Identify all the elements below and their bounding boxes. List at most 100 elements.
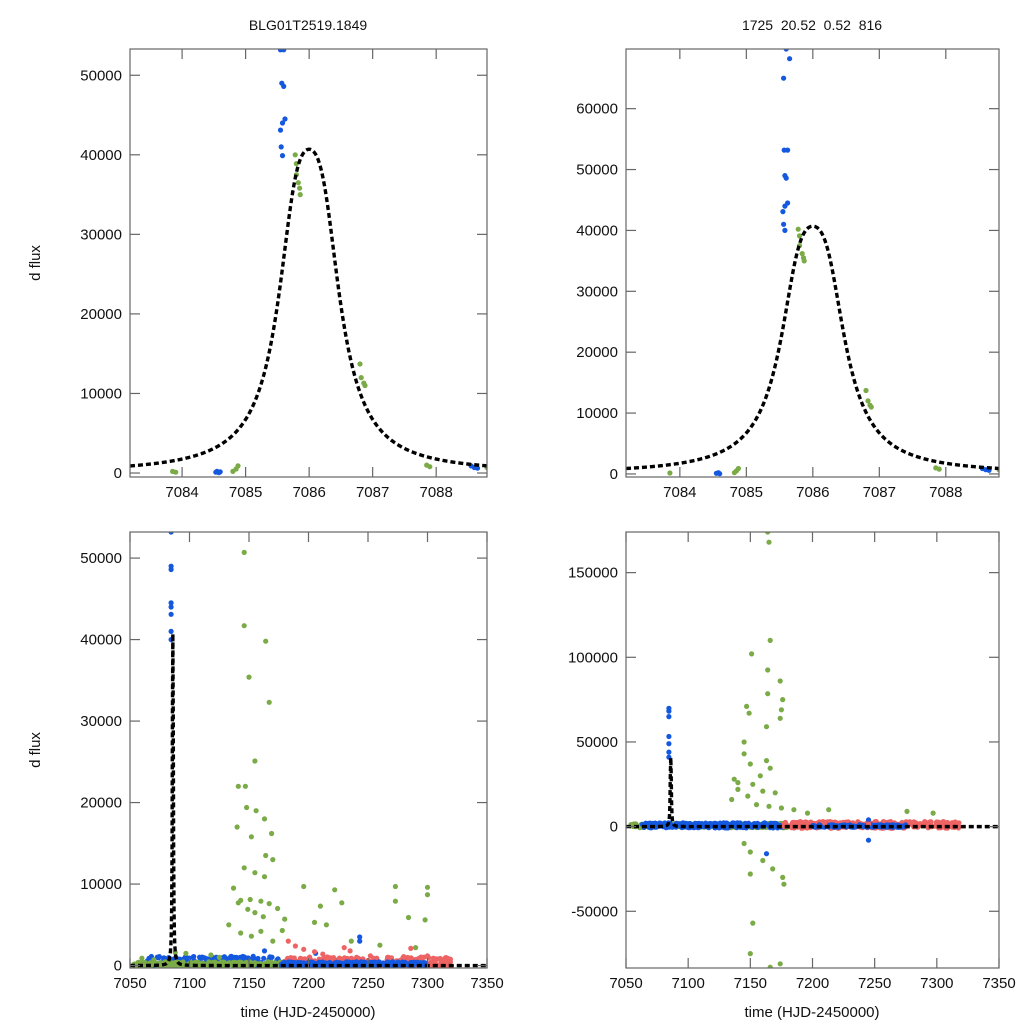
data-point-green (297, 192, 303, 198)
data-point-blue (763, 851, 770, 857)
data-point-green (151, 957, 157, 963)
data-point-blue (666, 714, 672, 720)
data-point-green (167, 960, 173, 966)
x-tick-label: 7300 (920, 975, 953, 992)
x-tick-label: 7100 (173, 975, 206, 992)
data-point-green (261, 874, 268, 880)
data-point-green (741, 751, 747, 757)
x-tick-label: 7300 (411, 975, 444, 992)
data-point-green (216, 954, 222, 961)
y-tick-label: 20000 (576, 344, 618, 361)
y-tick-label: 20000 (80, 795, 122, 812)
data-point-blue (732, 820, 738, 826)
x-tick-label: 7150 (734, 975, 767, 992)
x-axis-label: time (HJD-2450000) (240, 1004, 375, 1021)
panel-bottom-right: time (HJD-2450000) 7050 7100 7150 7200 7250 7… (568, 531, 1016, 1021)
data-point-blue (666, 741, 672, 747)
data-point-blue (282, 116, 288, 122)
data-point-green (234, 824, 240, 830)
data-point-green (279, 927, 285, 934)
y-tick-label: 30000 (80, 713, 122, 730)
data-point-green (311, 919, 318, 926)
data-point-red (928, 819, 934, 825)
data-point-green (241, 549, 247, 556)
data-point-blue (168, 628, 174, 635)
data-point-green (757, 773, 763, 779)
x-tick-label: 7086 (796, 484, 829, 501)
data-point-blue (740, 824, 746, 831)
data-point-green (767, 765, 773, 771)
x-tick-label: 7087 (356, 484, 389, 501)
data-point-blue (251, 956, 257, 962)
data-point-green (413, 945, 419, 951)
data-point-green (936, 466, 942, 472)
data-point-blue (768, 820, 774, 826)
data-point-blue (787, 56, 793, 62)
data-point-red (408, 945, 414, 952)
plot-area (130, 532, 487, 968)
y-tick-label: 40000 (80, 147, 122, 164)
data-point-green (799, 251, 805, 257)
panel-title: 1725 20.52 0.52 816 (742, 17, 882, 33)
data-point-green (904, 808, 910, 815)
data-point-blue (666, 733, 672, 740)
data-point-blue (402, 959, 408, 965)
x-tick-label: 7085 (730, 484, 763, 501)
data-point-red (301, 946, 307, 952)
model-curve (130, 147, 487, 468)
data-point-green (253, 808, 259, 814)
y-tick-label: 40000 (576, 222, 618, 239)
x-tick-label: 7250 (858, 975, 891, 992)
x-tick-label: 7085 (229, 484, 262, 501)
x-tick-label: 7350 (982, 975, 1015, 992)
data-point-blue (291, 959, 298, 966)
plot-frame (625, 48, 1000, 478)
data-point-green (270, 857, 276, 863)
data-point-green (247, 896, 253, 903)
data-point-blue (737, 820, 743, 826)
data-point-green (804, 810, 811, 816)
data-point-red (442, 955, 448, 961)
data-point-green (258, 898, 264, 904)
data-point-green (801, 258, 807, 264)
data-point-blue (781, 221, 787, 227)
plot-frame (129, 48, 488, 478)
data-point-green (930, 810, 936, 816)
data-point-blue (772, 820, 778, 826)
data-point-red (910, 820, 916, 826)
data-point-green (292, 152, 298, 158)
data-point-blue (666, 708, 672, 714)
data-point-green (741, 840, 747, 847)
x-tick-label: 7350 (470, 975, 503, 992)
y-tick-label: 10000 (80, 385, 122, 402)
data-point-green (241, 623, 247, 629)
data-point-green (258, 928, 264, 934)
data-point-green (392, 898, 398, 904)
x-tick-label: 7086 (292, 484, 325, 501)
data-point-green (362, 382, 368, 389)
y-axis-label: d flux (27, 732, 44, 768)
data-point-red (401, 954, 407, 960)
data-point-green (745, 793, 751, 799)
data-point-red (325, 954, 331, 961)
data-point-green (261, 816, 268, 822)
y-tick-label: 0 (114, 465, 122, 482)
data-point-blue (156, 954, 162, 960)
x-tick-label: 7050 (609, 975, 642, 992)
data-point-green (772, 790, 778, 796)
data-point-green (248, 834, 254, 840)
data-point-green (358, 375, 364, 381)
data-point-green (753, 802, 760, 808)
data-point-red (822, 820, 828, 826)
data-point-blue (781, 75, 787, 81)
data-point-blue (656, 820, 662, 826)
y-tick-label: 30000 (80, 226, 122, 243)
data-point-red (341, 945, 347, 951)
data-point-green (747, 849, 753, 855)
data-point-green (424, 892, 431, 898)
data-point-blue (281, 49, 287, 53)
data-point-green (392, 883, 398, 890)
y-tick-label: 50000 (576, 162, 618, 179)
data-point-blue (168, 532, 174, 535)
data-point-green (424, 884, 431, 890)
